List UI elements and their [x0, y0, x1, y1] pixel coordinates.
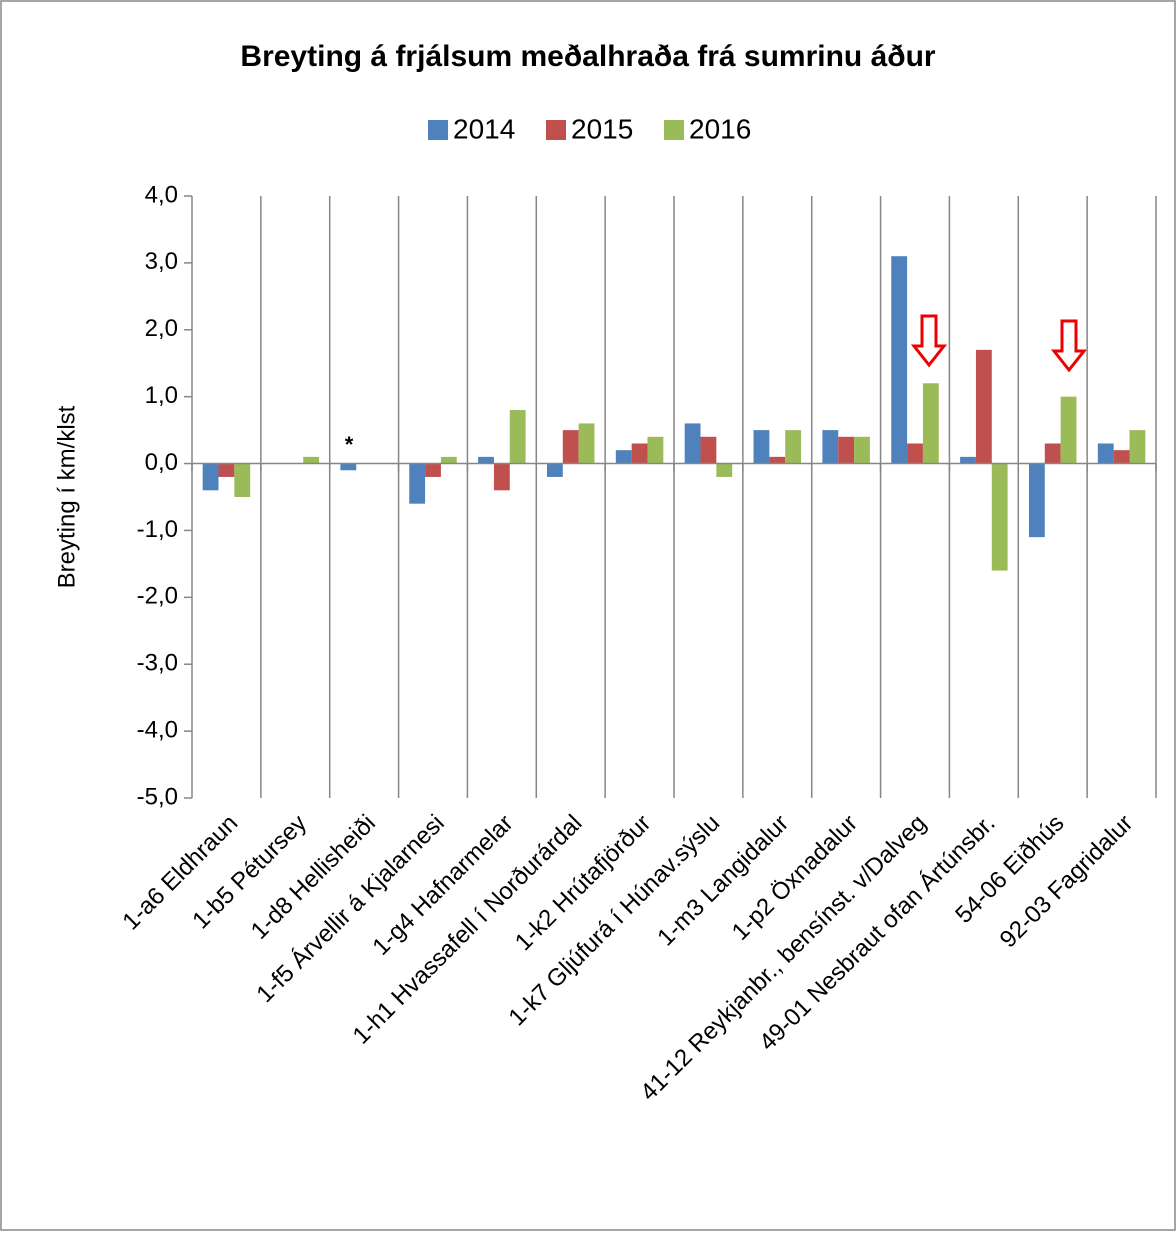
bar: [647, 436, 664, 464]
bar: [753, 430, 770, 464]
bar: [854, 436, 870, 464]
annotation: *: [345, 432, 354, 457]
bar: [1129, 430, 1146, 464]
y-tick-label: 2,0: [145, 315, 178, 342]
y-tick-label: 4,0: [145, 181, 178, 208]
arrow-annotation: [1050, 319, 1088, 373]
legend-swatch: [664, 120, 684, 140]
legend-label: 2014: [453, 113, 515, 144]
bar: [822, 430, 839, 464]
bar: [1060, 396, 1077, 464]
bar: [218, 463, 235, 477]
bar: [769, 456, 786, 464]
y-tick-label: 3,0: [145, 248, 178, 275]
legend-label: 2016: [689, 113, 751, 144]
y-tick-label: -4,0: [137, 716, 178, 743]
bar: [975, 349, 992, 464]
bar: [631, 443, 648, 464]
bar: [546, 463, 563, 477]
y-tick-label: -3,0: [137, 650, 178, 677]
legend-swatch: [546, 120, 566, 140]
legend-swatch: [428, 120, 448, 140]
bar: [493, 463, 510, 491]
bar: [838, 436, 855, 464]
bar: [991, 463, 1008, 571]
bar: [684, 423, 701, 464]
y-tick-label: -5,0: [137, 783, 178, 810]
bar: [1028, 463, 1045, 538]
chart-title: Breyting á frjálsum meðalhraða frá sumri…: [240, 40, 936, 73]
bar: [1113, 450, 1130, 464]
bar: [785, 430, 802, 464]
arrow-annotation: [910, 314, 948, 368]
bar: [409, 463, 426, 504]
y-tick-label: 0,0: [145, 449, 178, 476]
bar: [303, 456, 320, 464]
bar: [340, 463, 357, 471]
bar: [1044, 443, 1061, 464]
bar: [578, 423, 595, 464]
bar: [440, 456, 457, 464]
bar: [234, 463, 251, 497]
bar: [700, 436, 717, 464]
y-tick-label: -2,0: [137, 583, 178, 610]
y-axis-label: Breyting í km/klst: [53, 405, 80, 588]
legend-label: 2015: [571, 113, 633, 144]
bar: [425, 463, 441, 477]
bar: [907, 443, 923, 464]
bar: [478, 456, 494, 464]
bar: [960, 456, 976, 464]
bar: [1097, 443, 1114, 464]
bar: [202, 463, 219, 491]
bar: [615, 450, 632, 464]
y-tick-label: 1,0: [145, 382, 178, 409]
bar: [891, 256, 908, 464]
bar: [922, 383, 939, 464]
bar: [562, 430, 579, 464]
bar: [509, 410, 526, 464]
bar: [716, 463, 733, 477]
y-tick-label: -1,0: [137, 516, 178, 543]
